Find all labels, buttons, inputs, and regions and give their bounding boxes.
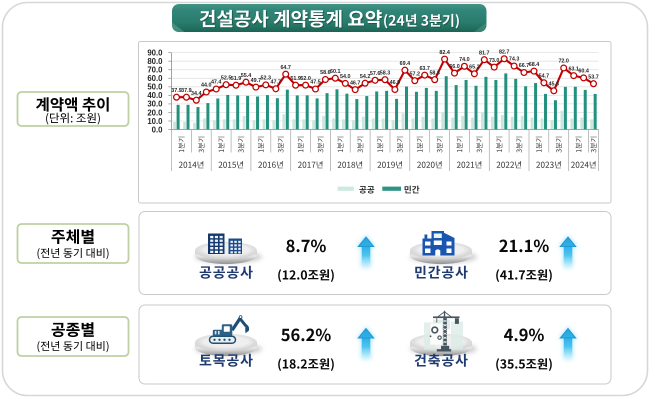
svg-text:68.4: 68.4 xyxy=(529,62,540,68)
svg-text:60.0: 60.0 xyxy=(147,74,163,83)
svg-text:66.7: 66.7 xyxy=(519,63,530,69)
svg-text:44.0: 44.0 xyxy=(201,83,212,89)
svg-text:47.4: 47.4 xyxy=(211,80,222,86)
svg-text:50.0: 50.0 xyxy=(147,83,163,92)
svg-text:63.7: 63.7 xyxy=(419,66,430,72)
svg-text:51.9: 51.9 xyxy=(290,76,301,82)
svg-text:57.6: 57.6 xyxy=(370,71,381,77)
svg-text:58.6: 58.6 xyxy=(320,70,331,76)
svg-text:49.7: 49.7 xyxy=(251,78,262,84)
svg-text:70.0: 70.0 xyxy=(147,66,163,75)
svg-text:0.0: 0.0 xyxy=(152,125,164,134)
svg-text:52.3: 52.3 xyxy=(261,76,272,82)
svg-text:10.0: 10.0 xyxy=(147,117,163,126)
svg-text:46.7: 46.7 xyxy=(350,80,361,86)
svg-text:34.4: 34.4 xyxy=(191,91,202,97)
svg-text:74.3: 74.3 xyxy=(509,57,520,63)
svg-text:46.9: 46.9 xyxy=(390,80,401,86)
svg-text:52.5: 52.5 xyxy=(221,75,232,81)
svg-text:73.0: 73.0 xyxy=(489,58,500,64)
svg-text:54.7: 54.7 xyxy=(539,74,550,80)
svg-text:47.7: 47.7 xyxy=(271,80,282,86)
svg-text:45.3: 45.3 xyxy=(549,82,560,88)
svg-text:66.0: 66.0 xyxy=(449,64,460,70)
svg-text:55.4: 55.4 xyxy=(241,73,252,79)
svg-text:60.4: 60.4 xyxy=(578,69,589,75)
svg-text:37.9: 37.9 xyxy=(181,88,192,94)
svg-text:81.7: 81.7 xyxy=(479,50,490,56)
svg-text:64.7: 64.7 xyxy=(280,65,291,71)
svg-text:65.2: 65.2 xyxy=(469,65,480,71)
svg-text:63.1: 63.1 xyxy=(568,66,579,72)
svg-text:74.0: 74.0 xyxy=(459,57,470,63)
svg-text:54.0: 54.0 xyxy=(340,74,351,80)
svg-text:72.0: 72.0 xyxy=(558,59,569,65)
svg-text:47.5: 47.5 xyxy=(310,80,321,86)
svg-text:82.7: 82.7 xyxy=(499,50,510,56)
svg-text:60.1: 60.1 xyxy=(330,69,341,75)
svg-text:30.0: 30.0 xyxy=(147,100,163,109)
svg-text:53.7: 53.7 xyxy=(588,74,599,80)
svg-text:80.0: 80.0 xyxy=(147,57,163,66)
svg-text:37.9: 37.9 xyxy=(171,88,182,94)
svg-text:82.4: 82.4 xyxy=(439,50,450,56)
svg-text:40.0: 40.0 xyxy=(147,91,163,100)
svg-text:54.2: 54.2 xyxy=(360,74,371,80)
svg-text:58.3: 58.3 xyxy=(380,70,391,76)
svg-text:52.0: 52.0 xyxy=(300,76,311,82)
svg-text:57.2: 57.2 xyxy=(410,71,421,77)
svg-text:51.9: 51.9 xyxy=(231,76,242,82)
svg-text:20.0: 20.0 xyxy=(147,108,163,117)
svg-text:69.4: 69.4 xyxy=(400,61,411,67)
svg-text:90.0: 90.0 xyxy=(147,48,163,57)
svg-text:58.3: 58.3 xyxy=(429,70,440,76)
